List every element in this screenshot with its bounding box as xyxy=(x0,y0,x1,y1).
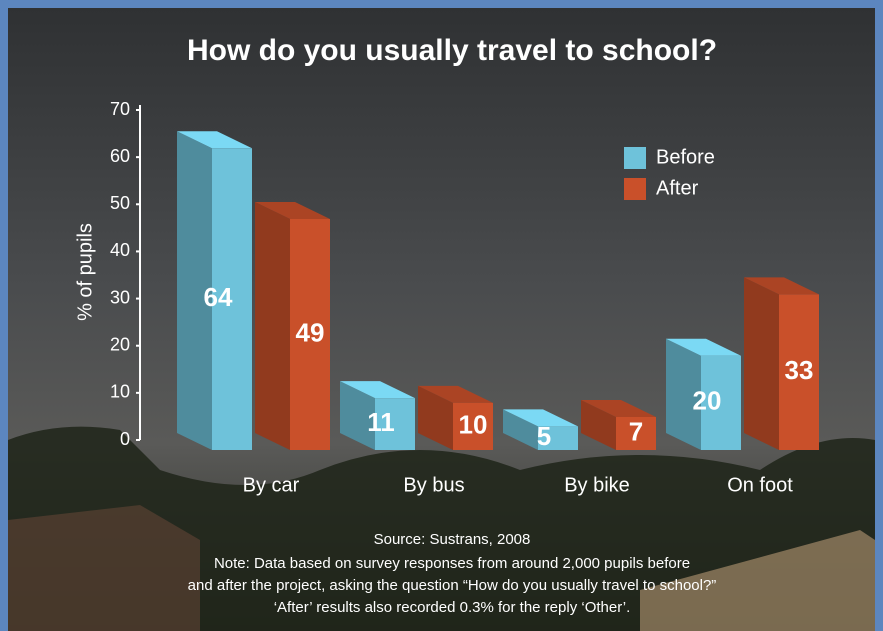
y-tick-label: 20 xyxy=(110,334,130,354)
y-tick-label: 10 xyxy=(110,382,130,402)
note: and after the project, asking the questi… xyxy=(188,577,717,594)
building xyxy=(640,530,875,631)
legend-swatch xyxy=(624,147,646,169)
source: Source: Sustrans, 2008 xyxy=(374,531,531,548)
bar-top xyxy=(744,277,819,295)
legend-label: Before xyxy=(656,146,715,168)
value-label: 33 xyxy=(785,355,814,385)
x-tick-label: On foot xyxy=(727,474,793,496)
y-tick-label: 60 xyxy=(110,146,130,166)
value-label: 20 xyxy=(693,386,722,416)
bar-side xyxy=(503,409,538,450)
y-axis-label: % of pupils xyxy=(74,223,96,321)
bar-side xyxy=(581,400,616,450)
x-tick-label: By bike xyxy=(564,474,630,496)
value-label: 64 xyxy=(204,282,233,312)
bar-side xyxy=(744,277,779,450)
bar xyxy=(375,398,415,450)
bar-top xyxy=(581,400,656,417)
x-tick-label: By car xyxy=(243,474,300,496)
y-tick-label: 40 xyxy=(110,240,130,260)
note: Note: Data based on survey responses fro… xyxy=(214,555,690,572)
bar xyxy=(453,402,493,450)
note: ‘After’ results also recorded 0.3% for t… xyxy=(274,599,631,616)
x-tick-label: By bus xyxy=(403,474,464,496)
y-tick-label: 70 xyxy=(110,99,130,119)
bar-top xyxy=(503,409,578,427)
trees xyxy=(8,426,875,631)
chart-title: How do you usually travel to school? xyxy=(187,34,717,67)
bar xyxy=(538,426,578,450)
bar-side xyxy=(255,202,290,450)
legend-label: After xyxy=(656,177,699,199)
value-label: 11 xyxy=(367,407,395,437)
y-tick-label: 50 xyxy=(110,193,130,213)
bar xyxy=(290,219,330,450)
value-label: 7 xyxy=(629,416,643,446)
bar-side xyxy=(340,381,375,450)
bar-top xyxy=(340,381,415,399)
y-tick-label: 30 xyxy=(110,287,130,307)
bar-side xyxy=(666,338,701,450)
value-label: 10 xyxy=(459,409,488,439)
value-label: 5 xyxy=(537,421,551,451)
bar xyxy=(779,294,819,450)
value-label: 49 xyxy=(296,317,325,347)
roof xyxy=(8,505,200,631)
bar-top xyxy=(255,202,330,219)
bar-top xyxy=(666,338,741,356)
y-tick-label: 0 xyxy=(120,429,130,449)
bar-top xyxy=(177,131,252,149)
legend-swatch xyxy=(624,178,646,200)
bar xyxy=(701,355,741,450)
bar-top xyxy=(418,385,493,403)
bar-side xyxy=(418,385,453,450)
bar xyxy=(212,148,252,451)
bar xyxy=(616,417,656,450)
bar-side xyxy=(177,131,212,451)
